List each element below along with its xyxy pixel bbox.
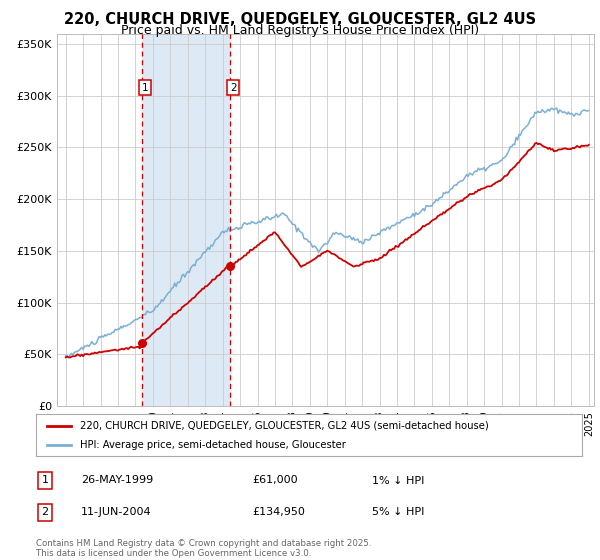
Text: 220, CHURCH DRIVE, QUEDGELEY, GLOUCESTER, GL2 4US (semi-detached house): 220, CHURCH DRIVE, QUEDGELEY, GLOUCESTER… bbox=[80, 421, 488, 431]
Text: HPI: Average price, semi-detached house, Gloucester: HPI: Average price, semi-detached house,… bbox=[80, 440, 346, 450]
Text: 1% ↓ HPI: 1% ↓ HPI bbox=[372, 475, 424, 486]
Text: Contains HM Land Registry data © Crown copyright and database right 2025.
This d: Contains HM Land Registry data © Crown c… bbox=[36, 539, 371, 558]
Text: 2: 2 bbox=[230, 82, 236, 92]
Text: 5% ↓ HPI: 5% ↓ HPI bbox=[372, 507, 424, 517]
Text: 2: 2 bbox=[41, 507, 49, 517]
Text: £61,000: £61,000 bbox=[252, 475, 298, 486]
Text: 220, CHURCH DRIVE, QUEDGELEY, GLOUCESTER, GL2 4US: 220, CHURCH DRIVE, QUEDGELEY, GLOUCESTER… bbox=[64, 12, 536, 27]
Text: 1: 1 bbox=[41, 475, 49, 486]
Text: £134,950: £134,950 bbox=[252, 507, 305, 517]
Bar bbox=[142, 34, 230, 406]
Text: 11-JUN-2004: 11-JUN-2004 bbox=[81, 507, 152, 517]
Text: 26-MAY-1999: 26-MAY-1999 bbox=[81, 475, 153, 486]
Text: Price paid vs. HM Land Registry's House Price Index (HPI): Price paid vs. HM Land Registry's House … bbox=[121, 24, 479, 36]
Text: 1: 1 bbox=[142, 82, 148, 92]
